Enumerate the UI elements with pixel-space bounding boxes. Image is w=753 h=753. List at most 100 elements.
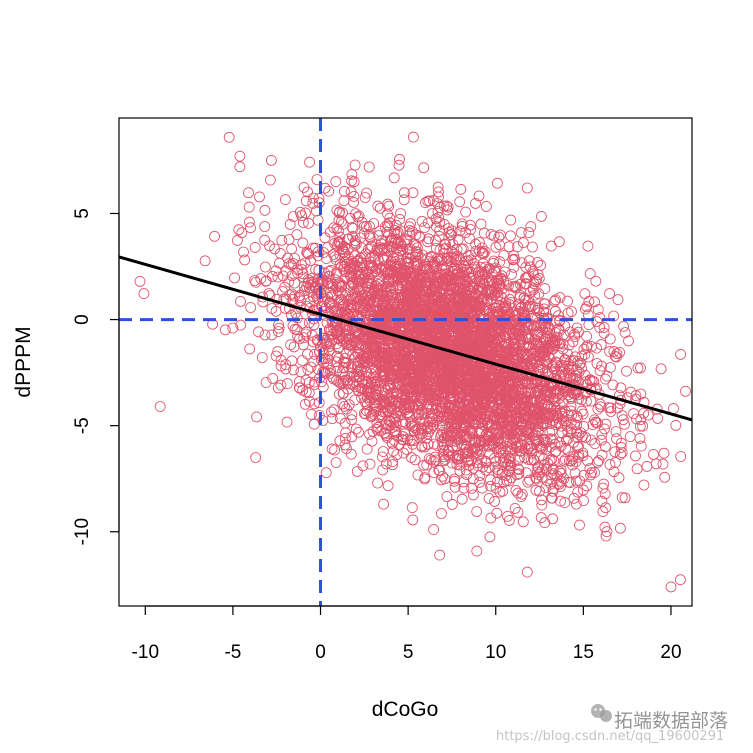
data-point bbox=[219, 324, 231, 336]
data-point bbox=[508, 250, 520, 262]
data-point bbox=[486, 287, 498, 298]
data-point bbox=[388, 228, 400, 240]
data-point bbox=[287, 320, 299, 332]
data-point bbox=[612, 294, 624, 306]
data-point bbox=[378, 344, 390, 356]
data-point bbox=[415, 390, 427, 402]
data-point bbox=[577, 408, 589, 420]
data-point bbox=[386, 234, 398, 246]
data-point bbox=[239, 254, 251, 266]
data-point bbox=[293, 376, 305, 388]
data-point bbox=[431, 414, 442, 425]
data-point bbox=[430, 213, 442, 225]
data-point bbox=[521, 405, 533, 416]
data-point bbox=[418, 291, 430, 303]
data-point bbox=[465, 374, 477, 386]
data-point bbox=[500, 317, 512, 329]
data-point bbox=[604, 333, 616, 345]
data-point bbox=[605, 402, 617, 414]
data-point bbox=[517, 237, 529, 249]
data-point bbox=[466, 482, 478, 494]
data-point bbox=[550, 294, 562, 306]
data-point bbox=[512, 241, 524, 253]
data-point bbox=[357, 460, 369, 472]
data-point bbox=[652, 412, 664, 424]
data-point bbox=[467, 400, 478, 412]
data-point bbox=[505, 214, 517, 226]
data-point bbox=[360, 397, 372, 409]
data-point bbox=[479, 305, 491, 317]
data-point bbox=[297, 237, 309, 249]
data-point bbox=[377, 446, 389, 457]
data-point bbox=[417, 382, 429, 394]
data-point bbox=[577, 484, 589, 496]
data-point bbox=[331, 365, 343, 377]
data-point bbox=[472, 338, 484, 350]
data-point bbox=[308, 418, 320, 430]
data-point bbox=[473, 190, 485, 202]
data-point bbox=[449, 358, 461, 370]
data-point bbox=[355, 252, 367, 264]
data-point bbox=[300, 195, 312, 207]
data-point bbox=[348, 279, 360, 290]
data-point bbox=[546, 453, 558, 465]
data-point bbox=[537, 439, 549, 451]
data-point bbox=[209, 230, 220, 242]
data-point bbox=[313, 264, 325, 276]
data-point bbox=[281, 378, 293, 390]
data-point bbox=[554, 437, 565, 449]
data-point bbox=[338, 185, 350, 197]
data-point bbox=[638, 479, 650, 491]
data-point bbox=[500, 470, 512, 481]
data-point bbox=[586, 341, 598, 352]
data-point bbox=[675, 348, 687, 360]
data-point bbox=[470, 197, 481, 209]
data-point bbox=[568, 492, 580, 504]
data-point bbox=[440, 239, 452, 251]
data-point bbox=[456, 324, 468, 336]
data-point bbox=[392, 227, 404, 239]
data-point bbox=[551, 331, 563, 343]
data-point bbox=[670, 419, 682, 431]
data-point bbox=[529, 434, 541, 446]
data-point bbox=[563, 339, 575, 351]
data-point bbox=[616, 447, 628, 459]
data-point bbox=[470, 394, 482, 406]
data-point bbox=[512, 463, 524, 475]
data-point bbox=[483, 386, 495, 398]
data-point bbox=[494, 395, 506, 407]
data-point bbox=[512, 487, 524, 499]
data-point bbox=[571, 370, 583, 381]
data-point bbox=[554, 466, 566, 478]
data-point bbox=[515, 419, 527, 431]
data-point bbox=[675, 451, 687, 462]
data-point bbox=[393, 159, 405, 171]
data-point bbox=[289, 253, 301, 264]
data-point bbox=[557, 338, 569, 350]
data-point bbox=[465, 455, 477, 467]
data-point bbox=[499, 266, 511, 278]
data-point bbox=[569, 467, 581, 479]
data-point bbox=[426, 373, 437, 385]
data-point bbox=[363, 332, 375, 344]
data-point bbox=[289, 277, 301, 289]
data-point bbox=[397, 434, 409, 446]
data-point bbox=[630, 390, 642, 402]
data-point bbox=[440, 264, 451, 276]
data-point bbox=[352, 278, 364, 290]
data-point bbox=[501, 351, 513, 363]
data-point bbox=[359, 396, 371, 407]
data-point bbox=[547, 464, 559, 476]
data-point bbox=[331, 267, 343, 278]
data-point bbox=[256, 352, 268, 363]
data-point bbox=[398, 187, 410, 199]
data-point bbox=[526, 300, 538, 312]
data-point bbox=[541, 357, 553, 369]
data-point bbox=[599, 521, 611, 533]
data-point bbox=[418, 459, 430, 471]
data-point bbox=[540, 333, 552, 345]
data-point bbox=[369, 354, 381, 366]
data-point bbox=[458, 482, 470, 494]
data-point bbox=[608, 345, 620, 357]
data-point bbox=[430, 297, 441, 309]
